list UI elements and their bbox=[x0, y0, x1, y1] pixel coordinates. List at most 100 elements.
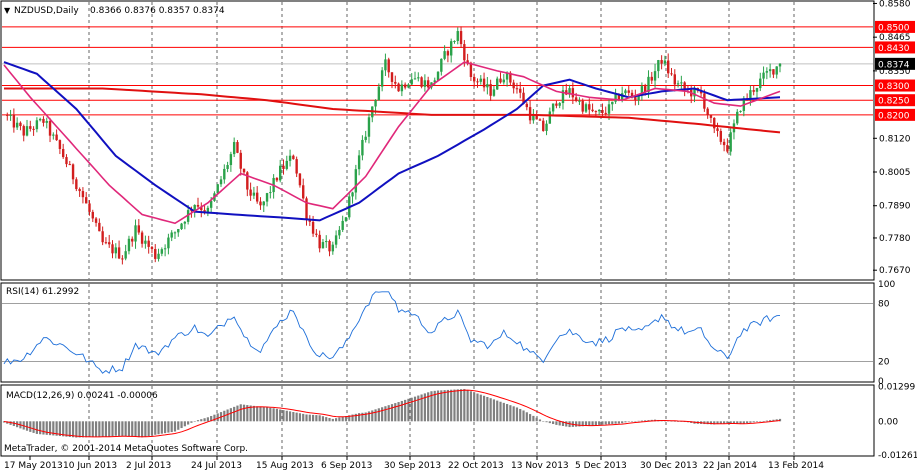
candle-body bbox=[384, 59, 387, 71]
candle-body bbox=[548, 111, 552, 124]
macd-bar bbox=[473, 392, 476, 422]
candle-body bbox=[558, 103, 561, 106]
macd-bar bbox=[285, 410, 288, 422]
candle-body bbox=[476, 81, 479, 83]
candle-body bbox=[321, 242, 325, 249]
rsi-tick-label: 0 bbox=[878, 377, 884, 387]
macd-bar bbox=[719, 421, 722, 424]
macd-bar bbox=[627, 421, 630, 422]
macd-bar bbox=[588, 421, 591, 426]
macd-bar bbox=[591, 421, 594, 426]
candle-body bbox=[85, 197, 88, 204]
candle-body bbox=[538, 119, 542, 121]
candle-body bbox=[364, 136, 367, 140]
macd-bar bbox=[723, 421, 726, 424]
macd-bar bbox=[769, 420, 772, 422]
macd-bar bbox=[413, 396, 417, 422]
candle-body bbox=[729, 132, 732, 152]
macd-bar bbox=[121, 421, 124, 437]
candle-body bbox=[499, 78, 502, 83]
candle-body bbox=[479, 78, 482, 82]
macd-bar bbox=[288, 411, 292, 422]
macd-bar bbox=[548, 421, 551, 424]
macd-bar bbox=[101, 421, 104, 437]
candle-body bbox=[180, 223, 183, 230]
macd-bar bbox=[35, 421, 38, 434]
candle-body bbox=[525, 103, 529, 108]
macd-bar bbox=[338, 417, 341, 422]
macd-bar bbox=[71, 421, 75, 438]
macd-bar bbox=[765, 420, 768, 422]
candle-body bbox=[703, 93, 706, 109]
macd-tick-label: 0.01299 bbox=[878, 383, 915, 393]
candle-body bbox=[509, 72, 512, 83]
macd-bar bbox=[88, 421, 91, 438]
candle-body bbox=[410, 79, 413, 85]
level-label-box bbox=[875, 41, 915, 54]
price-tick-label: 0.8120 bbox=[879, 134, 911, 144]
macd-bar bbox=[736, 421, 739, 424]
macd-bar bbox=[147, 421, 150, 437]
level-label: 0.8430 bbox=[878, 44, 910, 54]
macd-bar bbox=[716, 421, 719, 425]
candle-body bbox=[9, 114, 12, 116]
candle-body bbox=[203, 210, 206, 213]
time-label: 10 Jun 2013 bbox=[63, 461, 117, 471]
macd-bar bbox=[295, 412, 298, 422]
macd-bar bbox=[150, 421, 154, 436]
candle-body bbox=[331, 244, 335, 252]
candle-body bbox=[269, 192, 272, 194]
macd-bar bbox=[154, 421, 157, 435]
macd-bar bbox=[377, 408, 380, 422]
macd-bar bbox=[404, 399, 407, 422]
macd-tick-label: 0.00 bbox=[878, 417, 898, 427]
candle-body bbox=[496, 78, 499, 90]
candle-body bbox=[394, 81, 397, 84]
price-tick-label: 0.8350 bbox=[879, 67, 911, 77]
ma-pink-line bbox=[3, 61, 781, 225]
rsi-tick-label: 80 bbox=[878, 299, 890, 309]
level-label: 0.8200 bbox=[878, 111, 910, 121]
candle-body bbox=[177, 229, 180, 233]
macd-bar bbox=[381, 407, 384, 422]
candle-body bbox=[594, 111, 598, 113]
candle-body bbox=[440, 58, 443, 72]
candle-body bbox=[647, 76, 650, 93]
candle-body bbox=[400, 84, 404, 92]
candle-body bbox=[755, 88, 759, 92]
ma-red-line bbox=[4, 87, 781, 134]
candle-body bbox=[183, 221, 187, 224]
macd-bar bbox=[440, 390, 443, 422]
macd-bar bbox=[624, 421, 627, 423]
macd-bar bbox=[262, 407, 265, 422]
macd-bar bbox=[170, 421, 173, 433]
macd-bar bbox=[200, 419, 203, 422]
candle-body bbox=[48, 121, 52, 136]
macd-bar bbox=[594, 421, 597, 426]
macd-bar bbox=[466, 390, 469, 422]
time-label: 24 Jul 2013 bbox=[191, 461, 242, 471]
candle-body bbox=[255, 192, 259, 202]
macd-bar bbox=[430, 391, 433, 422]
macd-bar bbox=[752, 421, 755, 423]
candle-body bbox=[209, 200, 213, 208]
macd-bar bbox=[104, 421, 108, 437]
macd-bar bbox=[479, 394, 482, 422]
macd-bar bbox=[670, 421, 673, 422]
candle-body bbox=[318, 234, 321, 249]
macd-bar bbox=[193, 421, 196, 422]
macd-bar bbox=[203, 418, 206, 422]
candle-body bbox=[713, 117, 716, 129]
macd-bar bbox=[755, 421, 759, 422]
candle-body bbox=[25, 126, 29, 136]
candle-body bbox=[578, 100, 581, 102]
current-price-label: 0.8374 bbox=[878, 60, 910, 70]
candle-body bbox=[226, 165, 229, 169]
candle-body bbox=[611, 101, 614, 105]
macd-bar bbox=[601, 421, 604, 425]
candle-body bbox=[581, 100, 584, 112]
candle-body bbox=[772, 69, 775, 75]
macd-bar bbox=[111, 421, 114, 437]
macd-bar bbox=[259, 406, 262, 422]
level-label-box bbox=[875, 108, 915, 121]
